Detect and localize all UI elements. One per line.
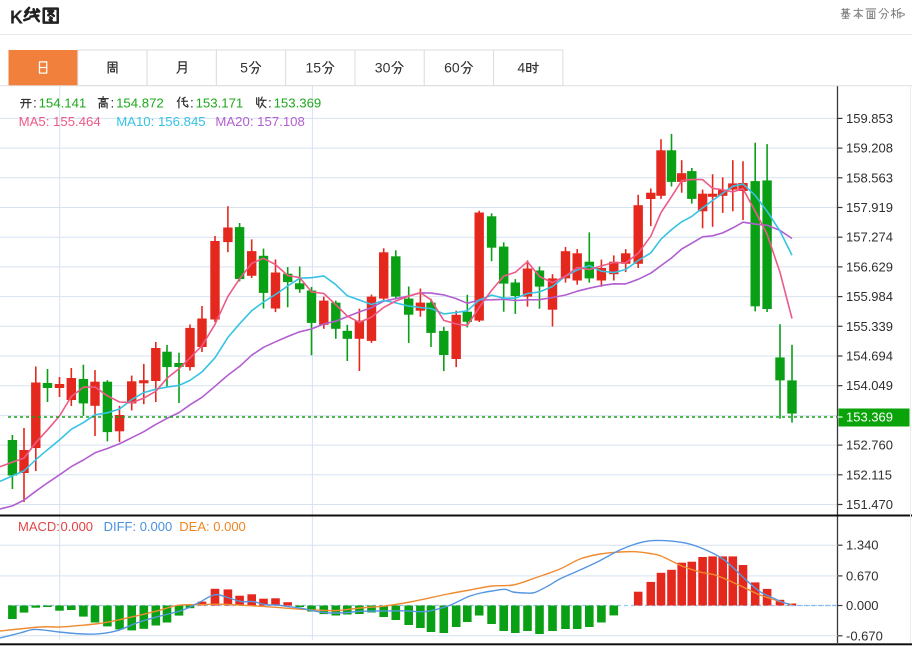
svg-text:4: 4 (517, 60, 525, 76)
svg-text::: : (111, 96, 115, 111)
svg-text:153.171: 153.171 (196, 96, 244, 111)
svg-text:153.369: 153.369 (274, 96, 322, 111)
svg-text:152.115: 152.115 (846, 467, 892, 482)
svg-text:157.919: 157.919 (846, 200, 893, 215)
svg-text:DEA: 0.000: DEA: 0.000 (179, 519, 246, 534)
svg-text:5: 5 (240, 60, 248, 76)
svg-text:0.000: 0.000 (846, 598, 879, 613)
svg-text:>: > (899, 8, 906, 22)
svg-text:153.369: 153.369 (846, 410, 893, 425)
svg-text:30: 30 (375, 60, 391, 76)
svg-text:0.000: 0.000 (61, 519, 94, 534)
svg-text:DIFF: 0.000: DIFF: 0.000 (104, 519, 173, 534)
svg-text::: : (33, 96, 37, 111)
svg-text:60: 60 (444, 60, 460, 76)
svg-text:154.872: 154.872 (116, 96, 164, 111)
svg-text:151.470: 151.470 (846, 497, 893, 512)
svg-text:159.208: 159.208 (846, 141, 893, 156)
svg-text::: : (268, 96, 272, 111)
svg-text:157.274: 157.274 (846, 230, 893, 245)
svg-text:-0.670: -0.670 (846, 628, 883, 643)
svg-text:MA5: 155.464: MA5: 155.464 (19, 114, 101, 129)
svg-text:K: K (10, 8, 23, 28)
svg-text:159.853: 159.853 (846, 111, 893, 126)
svg-text:155.339: 155.339 (846, 319, 893, 334)
svg-text:MACD:: MACD: (18, 519, 60, 534)
svg-text:0.670: 0.670 (846, 568, 879, 583)
svg-text:154.049: 154.049 (846, 378, 893, 393)
svg-text:152.760: 152.760 (846, 438, 893, 453)
svg-text:15: 15 (306, 60, 322, 76)
svg-text::: : (190, 96, 194, 111)
svg-text:154.694: 154.694 (846, 349, 893, 364)
svg-text:158.563: 158.563 (846, 170, 893, 185)
svg-text:MA20: 157.108: MA20: 157.108 (215, 114, 304, 129)
svg-text:156.629: 156.629 (846, 259, 893, 274)
svg-text:155.984: 155.984 (846, 289, 893, 304)
svg-text:154.141: 154.141 (39, 96, 87, 111)
svg-text:MA10: 156.845: MA10: 156.845 (116, 114, 205, 129)
svg-text:1.340: 1.340 (846, 538, 879, 553)
